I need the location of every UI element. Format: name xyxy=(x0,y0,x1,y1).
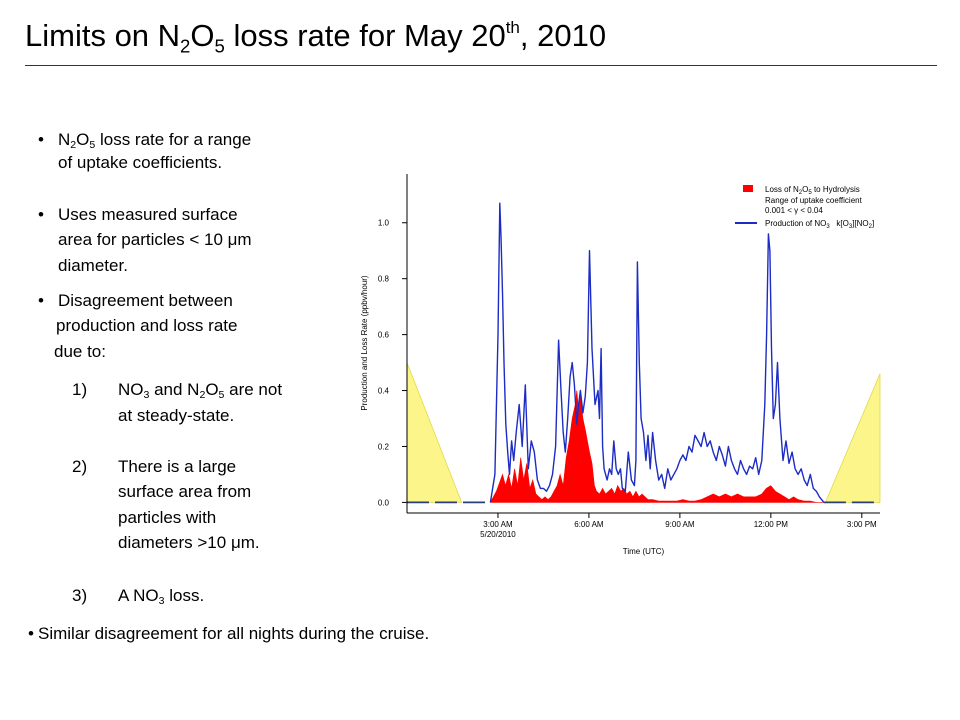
bullet-3-line-3: due to: xyxy=(54,342,106,361)
title-divider xyxy=(25,65,937,66)
x-tick-label: 6:00 AM xyxy=(574,520,604,529)
item-1-line-1: NO3 and N2O5 are not xyxy=(118,380,283,402)
page-title: Limits on N2O5 loss rate for May 20th, 2… xyxy=(25,18,607,57)
x-tick-label: 12:00 PM xyxy=(754,520,789,529)
bullet-marker: • xyxy=(38,130,44,149)
bullet-2-line-3: diameter. xyxy=(58,256,128,275)
envelope-triangle-left xyxy=(406,362,463,503)
chart-legend: Loss of N2O5 to Hydrolysis Range of upta… xyxy=(735,185,874,230)
x-tick-sublabel: 5/20/2010 xyxy=(480,530,516,539)
y-axis-label: Production and Loss Rate (ppbv/hour) xyxy=(360,275,369,411)
bullet-marker: • xyxy=(38,291,44,310)
item-1-line-2: at steady-state. xyxy=(118,406,235,425)
y-tick-label: 0.2 xyxy=(378,442,390,451)
item-2-line-4: diameters >10 μm. xyxy=(118,533,260,552)
bullet-1-line-1: N2O5 loss rate for a range xyxy=(58,130,252,152)
legend-production-label: Production of NO3 k[O3][NO2] xyxy=(765,219,874,230)
item-2-line-1: There is a large xyxy=(118,457,237,476)
bullet-marker: • xyxy=(28,624,34,643)
x-tick-label: 9:00 AM xyxy=(665,520,695,529)
rate-chart: 0.0 0.2 0.4 0.6 0.8 1.0 3:00 AM5/20/2010 6:00 A… xyxy=(360,174,881,556)
bullet-1-line-2: of uptake coefficients. xyxy=(58,153,223,172)
chart-axes: 0.0 0.2 0.4 0.6 0.8 1.0 3:00 AM5/20/2010 6:00 A… xyxy=(360,174,880,556)
item-2-line-3: particles with xyxy=(118,508,217,527)
loss-series xyxy=(489,390,824,503)
bullet-4-line-1: Similar disagreement for all nights duri… xyxy=(38,624,430,643)
production-series xyxy=(489,202,825,503)
y-tick-label: 0.6 xyxy=(378,331,390,340)
envelope-triangle-right xyxy=(824,373,881,503)
bullet-2-line-2: area for particles < 10 μm xyxy=(58,230,252,249)
legend-range-line-1: Range of uptake coefficient xyxy=(765,196,863,205)
production-line xyxy=(489,202,825,503)
item-3-line-1: A NO3 loss. xyxy=(118,586,205,608)
item-number: 1) xyxy=(72,380,88,399)
loss-area xyxy=(489,390,824,503)
x-tick-label: 3:00 PM xyxy=(847,520,877,529)
legend-range-line-2: 0.001 < γ < 0.04 xyxy=(765,206,823,215)
y-tick-label: 0.4 xyxy=(378,387,390,396)
bullet-3-line-2: production and loss rate xyxy=(56,316,238,335)
x-axis-label: Time (UTC) xyxy=(623,547,665,556)
y-tick-label: 1.0 xyxy=(378,219,390,228)
y-tick-label: 0.0 xyxy=(378,498,390,507)
legend-loss-label: Loss of N2O5 to Hydrolysis xyxy=(765,185,860,196)
item-number: 2) xyxy=(72,457,88,476)
bullet-3-line-1: Disagreement between xyxy=(58,291,233,310)
item-number: 3) xyxy=(72,586,88,605)
y-tick-label: 0.8 xyxy=(378,275,390,284)
x-tick-label: 3:00 AM xyxy=(483,520,513,529)
bullet-2-line-1: Uses measured surface xyxy=(58,205,238,224)
item-2-line-2: surface area from xyxy=(118,482,252,501)
bullet-marker: • xyxy=(38,205,44,224)
legend-loss-swatch xyxy=(743,185,753,192)
